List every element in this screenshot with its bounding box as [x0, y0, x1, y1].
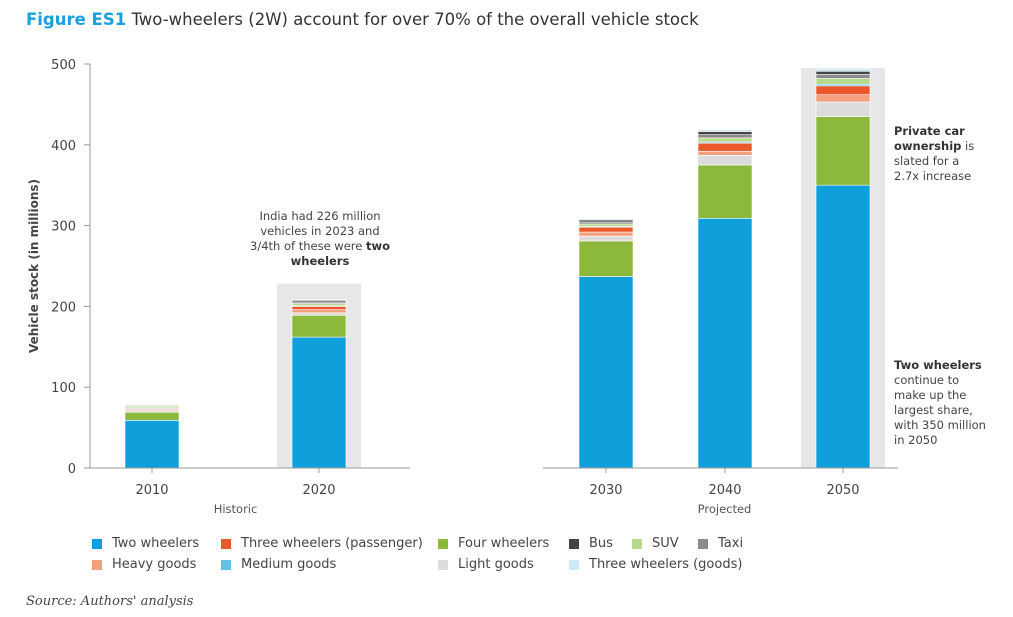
bar-2040-three-wheelers-goods- — [697, 129, 753, 132]
legend-label-taxi: Taxi — [718, 536, 744, 551]
y-tick-label-300: 300 — [51, 220, 76, 235]
bar-2020-light-goods — [291, 312, 347, 316]
legend-item-three-wheelers-goods-: Three wheelers (goods) — [569, 557, 742, 572]
annotation-two-wheelers-bold: Two wheelers — [894, 358, 982, 372]
y-axis-label: Vehicle stock (in millions) — [27, 179, 41, 353]
bar-2050-suv — [815, 78, 871, 85]
legend-swatch-taxi — [698, 538, 708, 549]
y-tick-label-200: 200 — [51, 300, 76, 315]
bar-2020-three-wheelers-goods- — [291, 299, 347, 301]
annotation-india-2023-bold: two wheelers — [290, 239, 391, 268]
legend-swatch-bus — [569, 538, 579, 549]
bar-2020-heavy-goods — [291, 309, 347, 314]
bar-2040-four-wheelers — [697, 164, 753, 219]
legend-label-three-wheelers-passenger-: Three wheelers (passenger) — [241, 536, 423, 551]
bar-2050-taxi — [815, 74, 871, 79]
bar-2050-heavy-goods — [815, 94, 871, 103]
bar-2030-bus — [578, 219, 634, 223]
legend-item-light-goods: Light goods — [438, 557, 534, 572]
stacked-bar-chart: 0 100 200 300 400 500 Vehicle stock (in millio… — [27, 58, 898, 516]
legend-swatch-medium-goods — [221, 559, 231, 570]
bar-2050-four-wheelers — [815, 116, 871, 186]
x-tick-label-2010: 2010 — [135, 483, 168, 498]
bar-2030-four-wheelers — [578, 240, 634, 277]
bar-2030-suv — [578, 223, 634, 227]
legend-item-three-wheelers-passenger-: Three wheelers (passenger) — [221, 536, 423, 551]
bar-2050-light-goods — [815, 101, 871, 117]
legend-swatch-three-wheelers-passenger- — [221, 538, 231, 549]
bar-2040-bus — [697, 131, 753, 136]
bar-2050-three-wheelers-goods- — [815, 68, 871, 72]
figure-label: Figure ES1 — [26, 10, 127, 29]
legend-label-light-goods: Light goods — [458, 557, 534, 572]
legend-label-three-wheelers-goods-: Three wheelers (goods) — [589, 557, 743, 572]
x-tick-label-2020: 2020 — [302, 483, 335, 498]
legend-swatch-three-wheelers-goods- — [569, 559, 579, 570]
legend-item-bus: Bus — [569, 536, 613, 551]
y-tick-label-100: 100 — [51, 381, 76, 396]
annotation-india-2023-text: India had 226 million vehicles in 2023 a… — [250, 209, 381, 253]
group-label-historic: Historic — [214, 502, 258, 516]
legend-item-two-wheelers: Two wheelers — [92, 536, 199, 551]
legend-label-suv: SUV — [652, 536, 679, 551]
annotation-private-car-bold: Private car ownership — [894, 124, 965, 153]
bar-2030-two-wheelers — [578, 276, 634, 469]
annotation-two-wheelers: Two wheelers continue to make up the lar… — [894, 358, 994, 448]
legend-item-four-wheelers: Four wheelers — [438, 536, 549, 551]
legend-item-heavy-goods: Heavy goods — [92, 557, 196, 572]
bar-2050-bus — [815, 70, 871, 75]
legend-label-medium-goods: Medium goods — [241, 557, 337, 572]
legend-item-suv: SUV — [632, 536, 679, 551]
x-tick-label-2030: 2030 — [589, 483, 622, 498]
legend-label-four-wheelers: Four wheelers — [458, 536, 550, 551]
legend-swatch-light-goods — [438, 559, 448, 570]
legend-swatch-suv — [632, 538, 642, 549]
bar-2030-three-wheelers-goods- — [578, 218, 634, 221]
figure-title-text: Two-wheelers (2W) account for over 70% o… — [131, 10, 699, 29]
x-tick-label-2050: 2050 — [826, 483, 859, 498]
legend-swatch-two-wheelers — [92, 538, 102, 549]
bar-2040-taxi — [697, 134, 753, 139]
legend-swatch-heavy-goods — [92, 559, 102, 570]
y-tick-label-500: 500 — [51, 58, 76, 73]
bar-2040-three-wheelers-passenger- — [697, 142, 753, 152]
bar-2030-three-wheelers-passenger- — [578, 226, 634, 233]
legend-swatch-four-wheelers — [438, 538, 448, 549]
annotation-india-2023: India had 226 million vehicles in 2023 a… — [250, 209, 390, 269]
bar-2020-four-wheelers — [291, 314, 347, 338]
legend-item-medium-goods: Medium goods — [221, 557, 336, 572]
source-note: Source: Authors' analysis — [26, 594, 194, 609]
annotation-private-car-text: is slated for a 2.7x increase — [894, 139, 975, 183]
annotation-private-car: Private car ownership is slated for a 2.… — [894, 124, 986, 184]
bar-2010-three-wheelers-goods- — [124, 403, 180, 406]
bar-2010-two-wheelers — [124, 420, 180, 469]
legend-label-two-wheelers: Two wheelers — [112, 536, 200, 551]
bar-2030-light-goods — [578, 235, 634, 242]
bar-2040-two-wheelers — [697, 218, 753, 469]
x-tick-label-2040: 2040 — [708, 483, 741, 498]
bar-2040-suv — [697, 137, 753, 143]
legend-label-bus: Bus — [589, 536, 613, 551]
bar-2020-three-wheelers-passenger- — [291, 306, 347, 310]
bar-2050-three-wheelers-passenger- — [815, 85, 871, 96]
bar-2020-suv — [291, 303, 347, 306]
bar-2030-heavy-goods — [578, 231, 634, 237]
bar-2020-two-wheelers — [291, 336, 347, 469]
bar-2010-four-wheelers — [124, 411, 180, 421]
y-tick-label-400: 400 — [51, 139, 76, 154]
group-label-projected: Projected — [698, 502, 752, 516]
bar-2030-taxi — [578, 221, 634, 225]
legend-label-heavy-goods: Heavy goods — [112, 557, 197, 572]
annotation-two-wheelers-text: continue to make up the largest share, w… — [894, 373, 986, 447]
y-tick-label-0: 0 — [68, 462, 76, 477]
legend-item-taxi: Taxi — [698, 536, 743, 551]
bar-2040-light-goods — [697, 155, 753, 166]
bar-2040-heavy-goods — [697, 150, 753, 156]
bar-2050-two-wheelers — [815, 184, 871, 469]
figure-title: Figure ES1 Two-wheelers (2W) account for… — [26, 10, 699, 29]
